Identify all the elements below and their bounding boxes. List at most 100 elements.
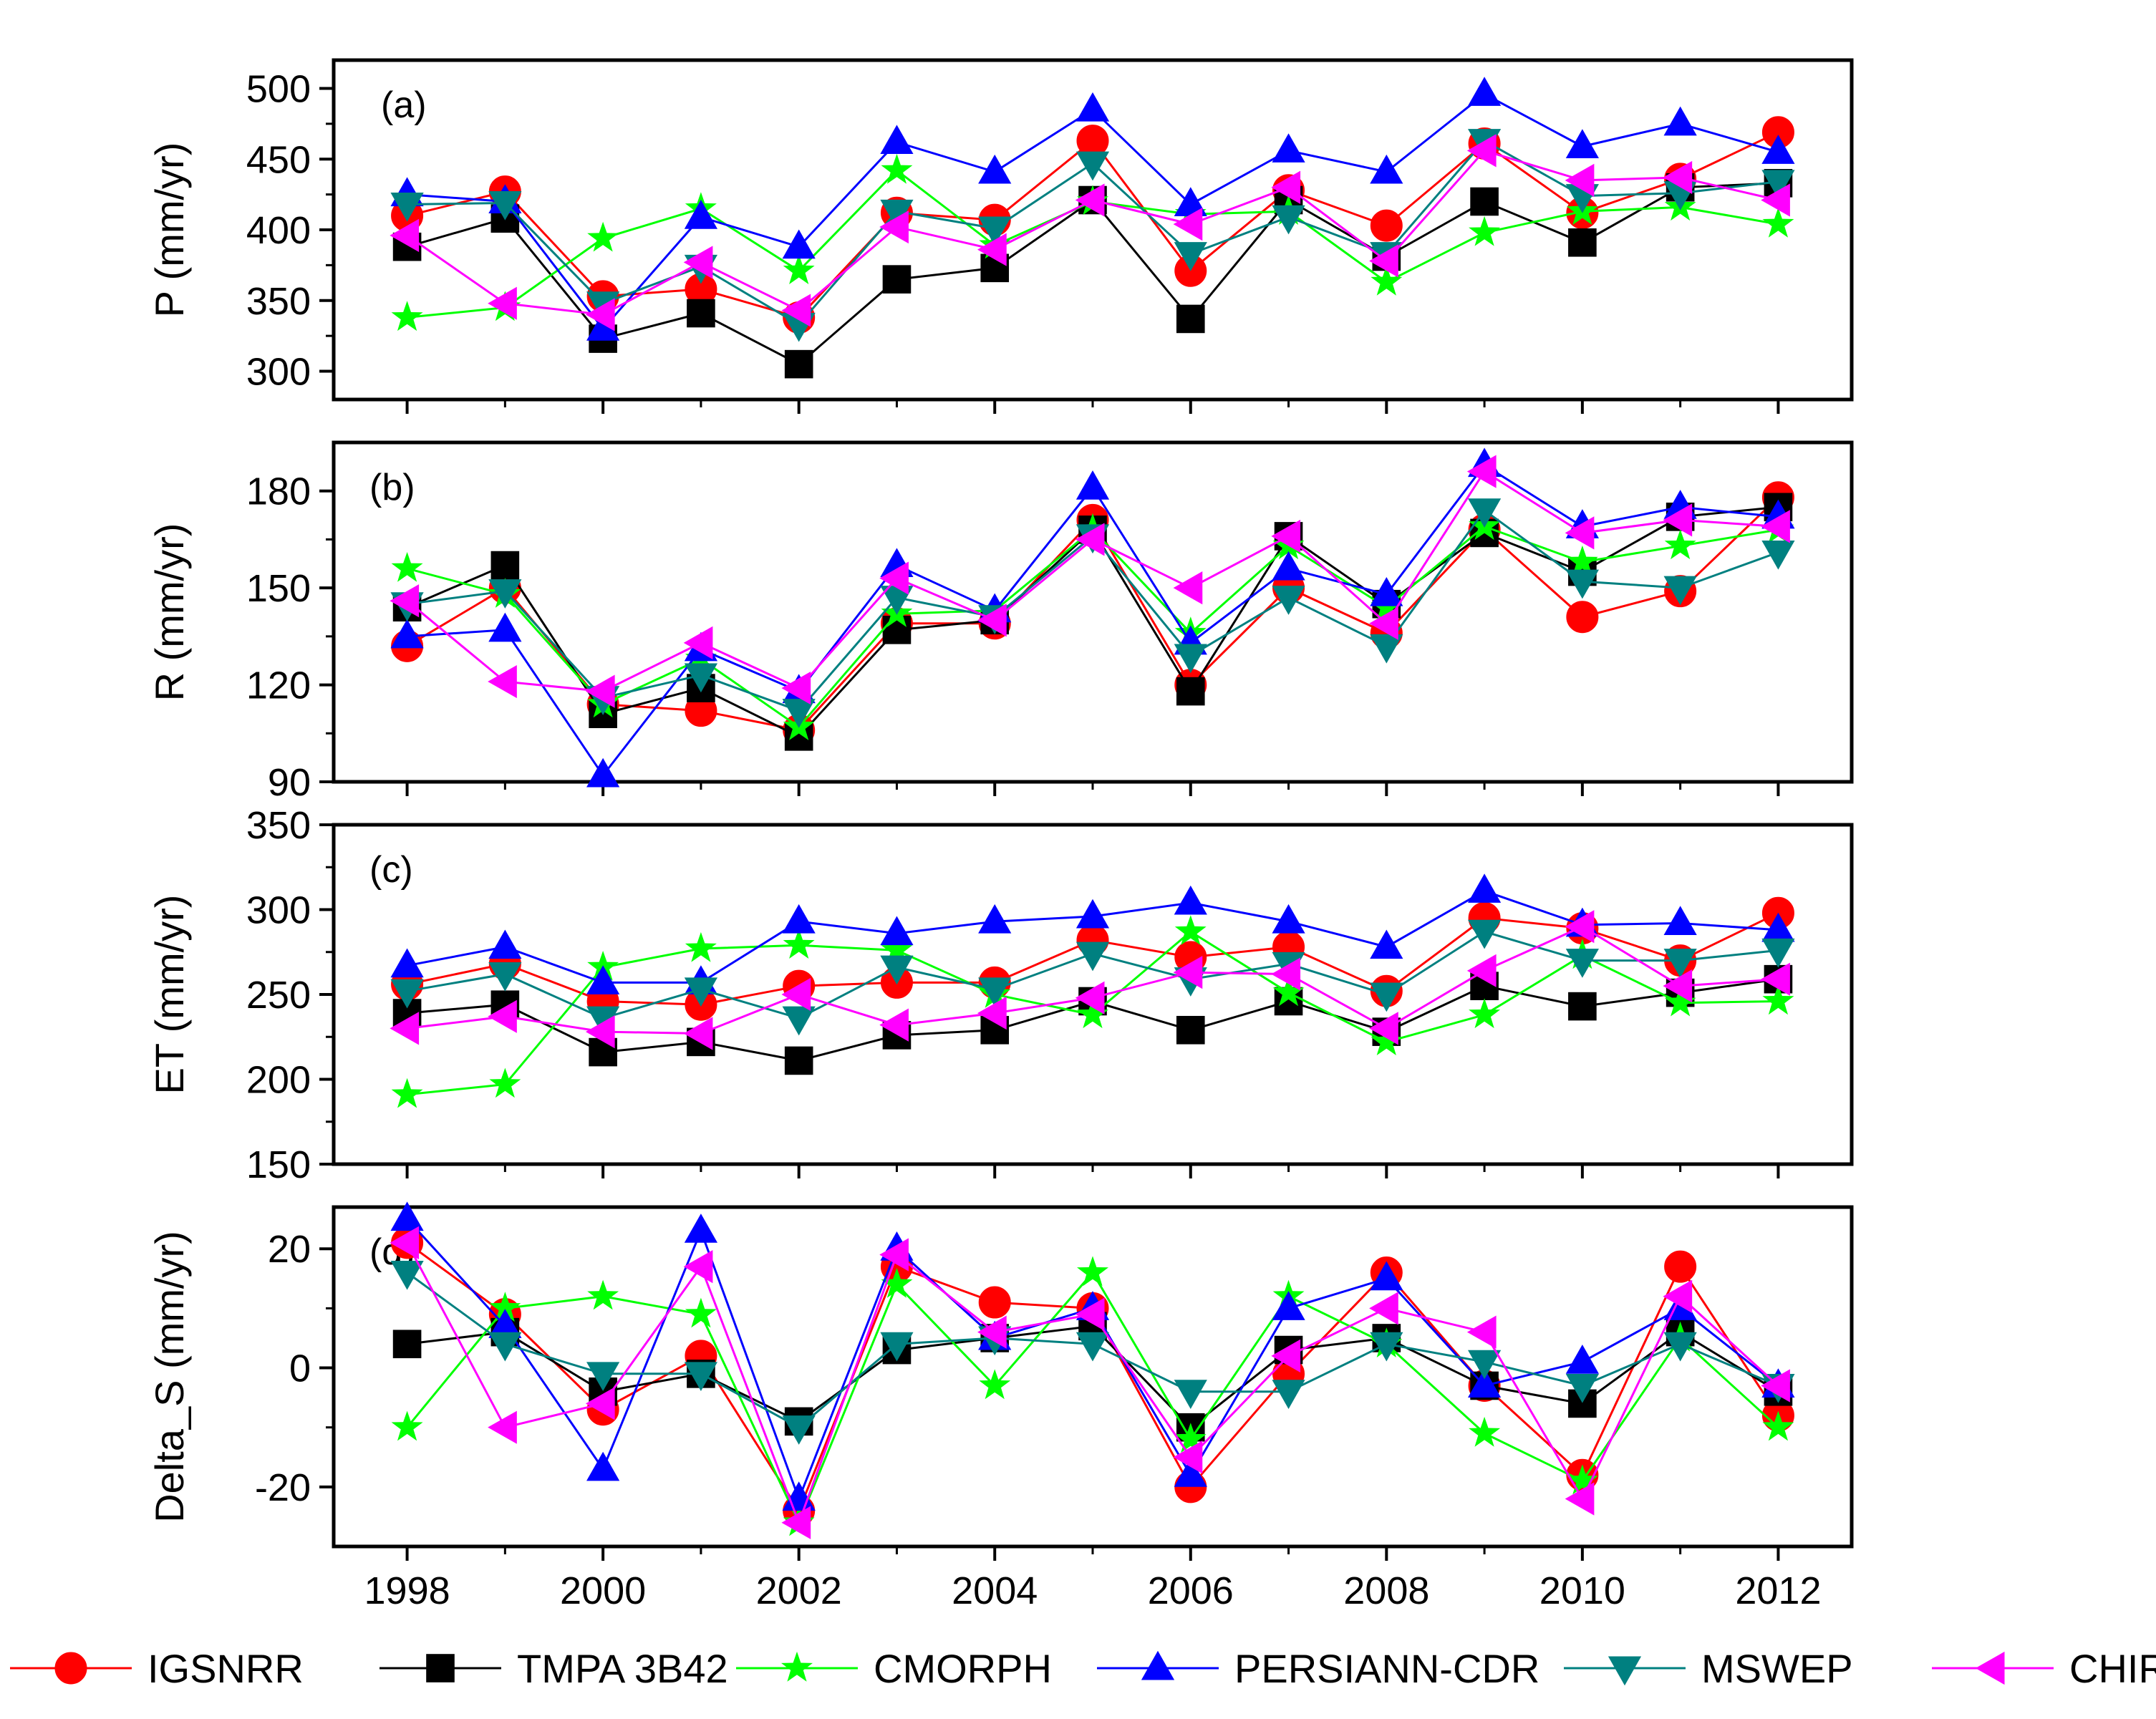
data-point [1272, 205, 1305, 235]
data-point [586, 1362, 620, 1392]
legend-label: PERSIANN-CDR [1234, 1646, 1539, 1691]
data-point [1370, 982, 1403, 1012]
data-point [1467, 77, 1502, 106]
data-point [1370, 576, 1403, 606]
data-point [1565, 129, 1599, 158]
data-point [782, 1006, 816, 1036]
y-tick-label: 120 [246, 664, 311, 707]
data-point [391, 1078, 423, 1108]
data-point [1271, 1339, 1301, 1372]
legend-label: MSWEP [1701, 1646, 1853, 1691]
data-point [1369, 1292, 1398, 1325]
data-point [586, 1006, 620, 1036]
legend-marker [1975, 1651, 2005, 1685]
x-tick-label: 2004 [952, 1569, 1038, 1612]
data-point [882, 616, 912, 644]
data-point [1663, 969, 1693, 1003]
data-point [1664, 1250, 1697, 1283]
y-tick-label: 300 [246, 889, 311, 932]
data-point [1272, 976, 1305, 1007]
data-point [781, 294, 811, 327]
data-point [684, 977, 718, 1007]
data-point [1272, 904, 1305, 934]
y-tick-label: 350 [246, 804, 311, 847]
data-point [488, 612, 522, 642]
legend-marker [781, 1651, 813, 1682]
data-point [1663, 949, 1697, 978]
data-point [1173, 956, 1203, 989]
data-point [1664, 986, 1696, 1017]
data-point [390, 979, 424, 1009]
legend-label: TMPA 3B42 [517, 1646, 728, 1691]
y-tick-label: 500 [246, 68, 311, 111]
data-point [1075, 1332, 1110, 1362]
data-point [978, 977, 1012, 1007]
data-point [1370, 929, 1403, 959]
y-axis-title: ET (mm/yr) [147, 895, 192, 1095]
data-point [684, 663, 718, 693]
y-tick-label: 250 [246, 974, 311, 1017]
y-tick-label: 450 [246, 138, 311, 181]
panel-label: (a) [381, 84, 427, 126]
series-chirps [390, 910, 1790, 1050]
data-point [1075, 899, 1110, 929]
legend: IGSNRR TMPA 3B42 CMORPH PERSIANN-CDR MSWEP CH… [10, 1646, 2156, 1691]
data-point [684, 200, 718, 229]
y-tick-label: 200 [246, 1059, 311, 1102]
data-point [1176, 677, 1205, 706]
data-point [880, 199, 914, 229]
data-point [391, 552, 423, 582]
data-point [1568, 992, 1597, 1021]
data-point [684, 1362, 718, 1392]
legend-marker [1608, 1656, 1642, 1686]
data-point [1565, 949, 1599, 978]
data-point [488, 1332, 522, 1362]
data-point [1371, 266, 1403, 296]
data-point [1075, 92, 1110, 122]
data-point [977, 604, 1007, 637]
legend-label: IGSNRR [148, 1646, 304, 1691]
panel-2: 90 120 150 180 R (mm/yr) (b) [147, 440, 1854, 804]
x-tick-label: 2012 [1735, 1569, 1821, 1612]
data-point [1761, 510, 1790, 543]
panel-label: (c) [369, 849, 413, 891]
data-point [1467, 1368, 1502, 1398]
data-point [1272, 1380, 1305, 1409]
data-point [683, 626, 713, 659]
data-point [782, 699, 816, 728]
y-tick-label: 150 [246, 1143, 311, 1186]
data-point [1467, 1350, 1502, 1380]
data-point [1466, 1315, 1497, 1349]
data-point [1174, 644, 1207, 674]
data-point [1075, 523, 1105, 556]
data-point [391, 301, 423, 331]
data-point [1469, 216, 1501, 246]
data-point [1173, 1440, 1203, 1474]
y-tick-label: 20 [268, 1228, 311, 1271]
data-point [977, 1315, 1007, 1349]
data-point [1271, 957, 1301, 991]
data-point [489, 1292, 521, 1322]
data-point [1664, 529, 1696, 560]
data-point [1761, 135, 1795, 164]
legend-item: CHIRPS [1932, 1646, 2156, 1691]
y-tick-label: 350 [246, 280, 311, 323]
data-point [1371, 1025, 1403, 1055]
data-point [879, 1238, 909, 1272]
data-point [1174, 187, 1207, 216]
data-point [781, 977, 811, 1012]
panel-label: (b) [369, 467, 415, 508]
legend-item: TMPA 3B42 [380, 1646, 728, 1691]
data-point [683, 1017, 713, 1050]
data-point [685, 1297, 717, 1328]
data-point [1174, 885, 1207, 915]
data-point [1565, 1373, 1599, 1403]
data-point [1762, 208, 1794, 238]
data-point [880, 916, 914, 946]
data-point [1566, 545, 1598, 576]
data-point [687, 299, 715, 328]
x-tick-label: 2006 [1148, 1569, 1234, 1612]
data-point [1370, 154, 1403, 184]
